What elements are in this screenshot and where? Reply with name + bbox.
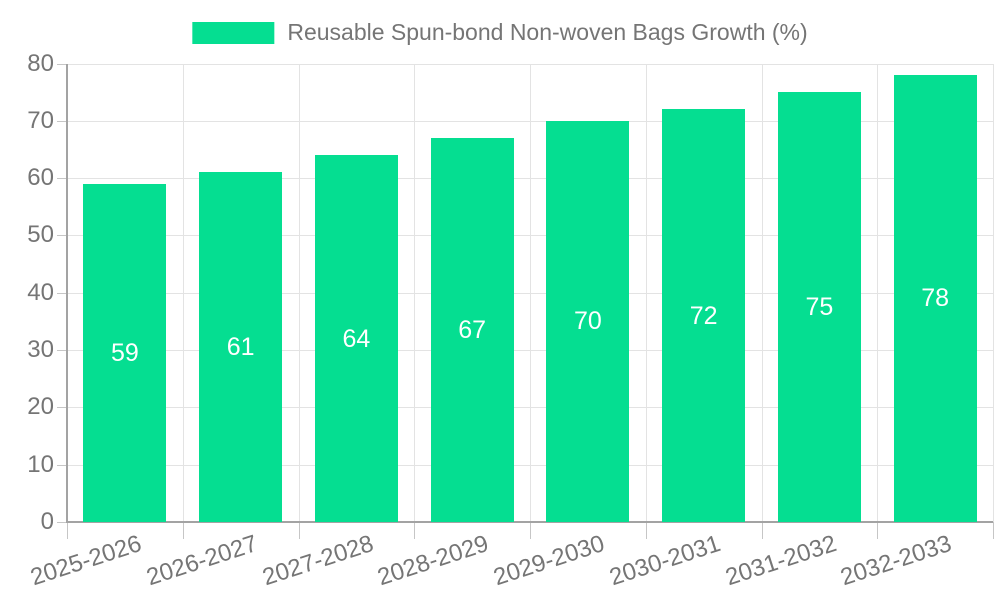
legend-swatch bbox=[192, 21, 275, 44]
x-axis-tick bbox=[761, 522, 763, 539]
x-axis-label: 2028-2029 bbox=[374, 530, 493, 592]
y-axis-line bbox=[66, 63, 68, 522]
y-axis-label: 80 bbox=[27, 49, 54, 77]
y-axis-label: 30 bbox=[27, 336, 54, 364]
y-axis-label: 20 bbox=[27, 393, 54, 421]
y-axis-tick bbox=[57, 120, 67, 122]
y-axis-label: 10 bbox=[27, 450, 54, 478]
y-axis-tick bbox=[57, 407, 67, 409]
x-gridline bbox=[414, 63, 416, 522]
x-gridline bbox=[182, 63, 184, 522]
bar-value-label: 78 bbox=[921, 284, 950, 313]
x-axis-label: 2029-2030 bbox=[490, 530, 608, 592]
y-axis-tick bbox=[57, 292, 67, 294]
bar bbox=[199, 172, 283, 522]
y-axis-label: 40 bbox=[27, 278, 54, 306]
legend-label: Reusable Spun-bond Non-woven Bags Growth… bbox=[287, 19, 808, 45]
y-axis-label: 60 bbox=[27, 164, 54, 192]
bar bbox=[546, 120, 630, 522]
bar-value-label: 70 bbox=[573, 307, 602, 336]
x-axis-line bbox=[66, 521, 993, 523]
x-axis-tick bbox=[993, 522, 994, 539]
y-axis-tick bbox=[57, 350, 67, 352]
x-axis-tick bbox=[877, 522, 879, 539]
x-gridline bbox=[530, 63, 531, 522]
bar-value-label: 72 bbox=[689, 301, 718, 330]
bar bbox=[314, 155, 398, 522]
x-axis-label: 2026-2027 bbox=[143, 530, 261, 592]
x-axis-label: 2031-2032 bbox=[721, 530, 840, 592]
y-axis-tick bbox=[57, 522, 67, 523]
y-axis-tick bbox=[57, 178, 67, 180]
x-axis-tick bbox=[67, 522, 68, 539]
x-axis-label: 2032-2033 bbox=[837, 530, 956, 592]
y-axis-tick bbox=[57, 63, 67, 65]
x-gridline bbox=[761, 63, 763, 522]
y-axis-tick bbox=[57, 235, 67, 237]
bar bbox=[662, 109, 746, 522]
x-gridline bbox=[877, 63, 879, 522]
x-axis-label: 2030-2031 bbox=[606, 530, 724, 592]
x-axis-tick bbox=[530, 522, 531, 539]
y-axis-label: 50 bbox=[27, 221, 54, 249]
bar-value-label: 64 bbox=[342, 324, 371, 353]
x-axis-tick bbox=[182, 522, 184, 539]
x-gridline bbox=[298, 63, 300, 522]
x-gridline bbox=[993, 63, 994, 522]
bar bbox=[430, 138, 514, 522]
y-axis-label: 0 bbox=[40, 508, 54, 535]
bar-value-label: 61 bbox=[226, 333, 255, 362]
x-gridline bbox=[645, 63, 647, 522]
legend-item[interactable]: Reusable Spun-bond Non-woven Bags Growth… bbox=[192, 19, 808, 46]
x-axis-label: 2027-2028 bbox=[258, 530, 377, 592]
x-axis-tick bbox=[414, 522, 416, 539]
bar bbox=[83, 183, 167, 522]
x-axis-tick bbox=[645, 522, 647, 539]
bar-value-label: 59 bbox=[110, 338, 139, 367]
x-axis-label: 2025-2026 bbox=[27, 530, 145, 592]
bar bbox=[777, 92, 861, 522]
bar-value-label: 75 bbox=[805, 293, 834, 322]
y-axis-tick bbox=[57, 464, 67, 466]
x-axis-tick bbox=[298, 522, 300, 539]
bar bbox=[893, 74, 977, 522]
y-axis-label: 70 bbox=[27, 106, 54, 134]
bar-value-label: 67 bbox=[458, 316, 487, 344]
